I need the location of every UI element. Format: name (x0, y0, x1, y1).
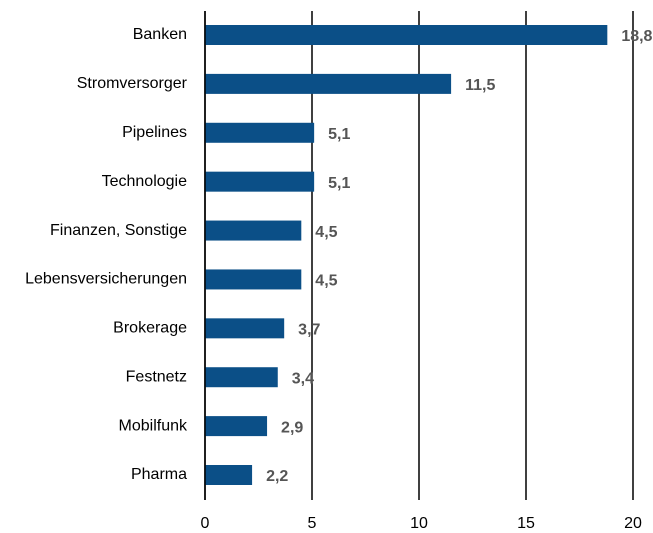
bar (205, 171, 315, 192)
value-label: 3,4 (292, 370, 314, 387)
bar (205, 220, 302, 241)
x-tick-label: 0 (201, 515, 210, 532)
value-label: 11,5 (465, 77, 495, 94)
bar (205, 416, 268, 437)
value-label: 4,5 (315, 224, 337, 241)
bar (205, 318, 285, 339)
bar (205, 269, 302, 290)
y-tick-label: Brokerage (113, 320, 187, 337)
x-tick-label: 15 (517, 515, 535, 532)
x-tick-label: 10 (410, 515, 428, 532)
bar (205, 122, 315, 143)
value-label: 5,1 (328, 175, 350, 192)
bar (205, 73, 452, 94)
value-label: 2,9 (281, 419, 303, 436)
y-tick-label: Banken (133, 26, 187, 43)
y-tick-label: Finanzen, Sonstige (50, 222, 187, 239)
value-label: 2,2 (266, 468, 288, 485)
bar (205, 367, 278, 388)
bar (205, 465, 253, 485)
y-tick-label: Mobilfunk (119, 417, 188, 434)
y-tick-label: Lebensversicherungen (25, 271, 187, 288)
value-label: 5,1 (328, 126, 350, 143)
y-tick-label: Technologie (102, 173, 188, 190)
value-label: 4,5 (315, 273, 337, 290)
value-label: 18,8 (621, 28, 652, 45)
y-tick-label: Stromversorger (77, 75, 188, 92)
value-label: 3,7 (298, 322, 320, 339)
y-tick-label: Pipelines (122, 124, 187, 141)
x-tick-label: 20 (624, 515, 642, 532)
x-tick-label: 5 (308, 515, 317, 532)
y-tick-label: Pharma (131, 466, 187, 483)
y-tick-label: Festnetz (126, 368, 187, 385)
bar (205, 25, 608, 45)
